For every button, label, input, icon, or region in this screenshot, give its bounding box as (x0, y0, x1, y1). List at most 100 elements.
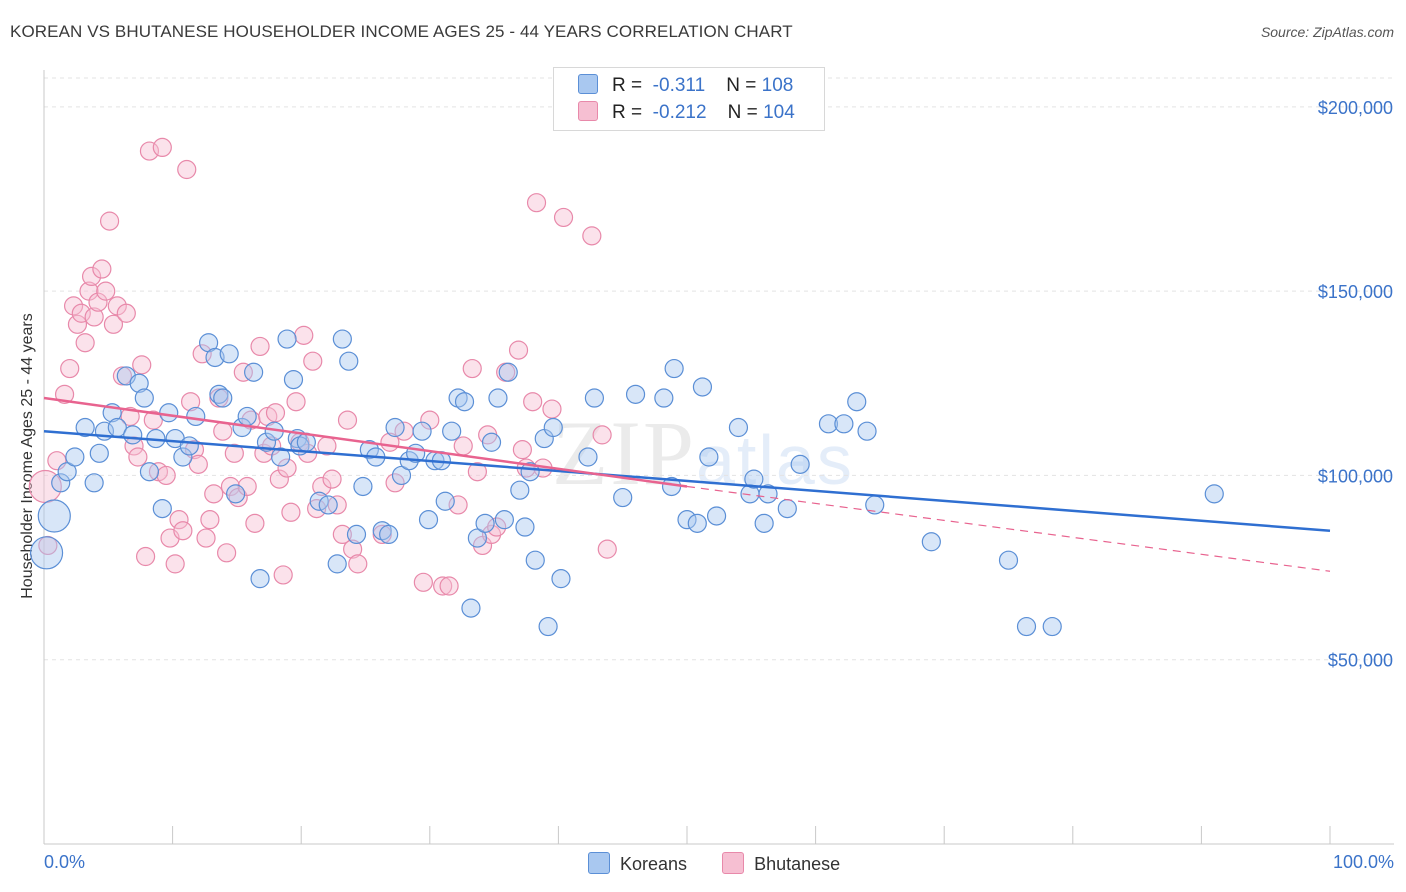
bhutanese-point (135, 546, 156, 567)
korean-point (244, 362, 264, 382)
korean-point (332, 329, 352, 349)
bhutanese-point (337, 410, 358, 430)
korean-point (129, 373, 149, 393)
bhutanese-point (217, 543, 237, 563)
bhutanese-point (265, 403, 286, 423)
bhutanese-point (307, 499, 327, 519)
korean-point (152, 499, 172, 519)
n-label: N = (727, 102, 758, 123)
bhutanese-point (286, 392, 306, 412)
y-tick-label: $50,000 (1328, 651, 1393, 671)
korean-point (372, 521, 392, 541)
bhutanese-point (196, 528, 216, 548)
korean-point (834, 414, 854, 434)
bhutanese-point (88, 292, 108, 312)
korean-point (283, 370, 304, 390)
bhutanese-point (542, 399, 562, 419)
legend-label-koreans: Koreans (620, 854, 688, 874)
korean-point (488, 388, 508, 408)
korean-point (538, 616, 558, 637)
y-tick-label: $100,000 (1318, 466, 1393, 486)
bhutanese-point (152, 137, 172, 157)
korean-point (134, 388, 154, 408)
bhutanese-point (224, 443, 244, 463)
bhutanese-point (592, 425, 612, 445)
n-label: N = (726, 75, 757, 96)
bhutanese-point (385, 473, 405, 493)
korean-point (664, 358, 684, 379)
bhutanese-point (553, 207, 574, 228)
korean-point (219, 344, 239, 364)
korean-point (250, 569, 270, 589)
bhutanese-point (453, 436, 473, 456)
korean-point (677, 510, 697, 530)
legend-item-bhutanese[interactable]: Bhutanese (722, 852, 840, 875)
bhutanese-point (204, 484, 224, 504)
korean-point (543, 417, 563, 438)
bhutanese-point (233, 362, 253, 382)
korean-point (237, 406, 257, 427)
chart-title: KOREAN VS BHUTANESE HOUSEHOLDER INCOME A… (10, 22, 793, 41)
korean-point (461, 598, 481, 618)
bhutanese-point (60, 358, 80, 379)
korean-point (584, 388, 605, 408)
bhutanese-point (448, 495, 468, 515)
r-label: R = (612, 102, 643, 123)
watermark-atlas: atlas (696, 421, 854, 499)
bhutanese-point (462, 358, 482, 379)
korean-point (277, 329, 297, 349)
korean-point (1204, 484, 1224, 504)
korean-point (706, 506, 727, 526)
bhutanese-point (156, 465, 176, 486)
bhutanese-point (433, 576, 453, 596)
bhutanese-point (103, 314, 124, 334)
korean-point (481, 432, 502, 452)
korean-point (339, 351, 359, 371)
bhutanese-point (200, 510, 220, 530)
x-tick-label-min: 0.0% (44, 852, 86, 872)
bhutanese-point (582, 226, 602, 246)
stats-box: R = -0.311 N = 108 R = -0.212 N = 104 (553, 67, 825, 131)
bhutanese-point (312, 476, 332, 497)
y-tick-labels: $50,000 $100,000 $150,000 $200,000 (1318, 98, 1393, 671)
bhutanese-point (439, 576, 459, 596)
korean-point (847, 392, 867, 412)
bhutanese-point (413, 572, 433, 592)
korean-point (57, 462, 77, 482)
korean-point (84, 473, 104, 493)
bhutanese-point (487, 517, 507, 537)
korean-point (921, 532, 941, 552)
bhutanese-point (245, 513, 265, 533)
korean-point (159, 403, 179, 423)
r-value: -0.311 (652, 75, 706, 96)
korean-trend-line (43, 429, 1331, 532)
bhutanese-point (92, 259, 112, 279)
bhutanese-point (250, 336, 270, 357)
korean-point (454, 392, 475, 412)
bhutanese-point (508, 340, 529, 360)
bhutanese-point (173, 521, 193, 541)
bhutanese-point (54, 384, 75, 404)
bhutanese-point (132, 355, 152, 375)
korean-point (353, 476, 373, 497)
stats-row-koreans: R = -0.311 N = 108 (578, 73, 793, 99)
korean-point (692, 377, 713, 397)
bhutanese-swatch (578, 101, 598, 121)
watermark: ZIPatlas (552, 400, 854, 506)
korean-point (75, 417, 95, 438)
korean-point (551, 569, 571, 589)
r-value: -0.212 (652, 102, 707, 123)
bhutanese-point (177, 159, 197, 180)
y-tick-label: $150,000 (1318, 282, 1393, 302)
bhutanese-point (192, 344, 212, 364)
bhutanese-point (343, 539, 363, 559)
legend-item-koreans[interactable]: Koreans (588, 852, 687, 875)
bhutanese-point (169, 510, 189, 530)
korean-point (256, 432, 277, 452)
korean-point (89, 443, 109, 463)
bhutanese-point (116, 303, 136, 323)
x-tick-label-max: 100.0% (1332, 852, 1394, 872)
legend: Koreans Bhutanese (588, 852, 870, 875)
korean-point (442, 421, 462, 441)
bhutanese-point (269, 469, 289, 489)
